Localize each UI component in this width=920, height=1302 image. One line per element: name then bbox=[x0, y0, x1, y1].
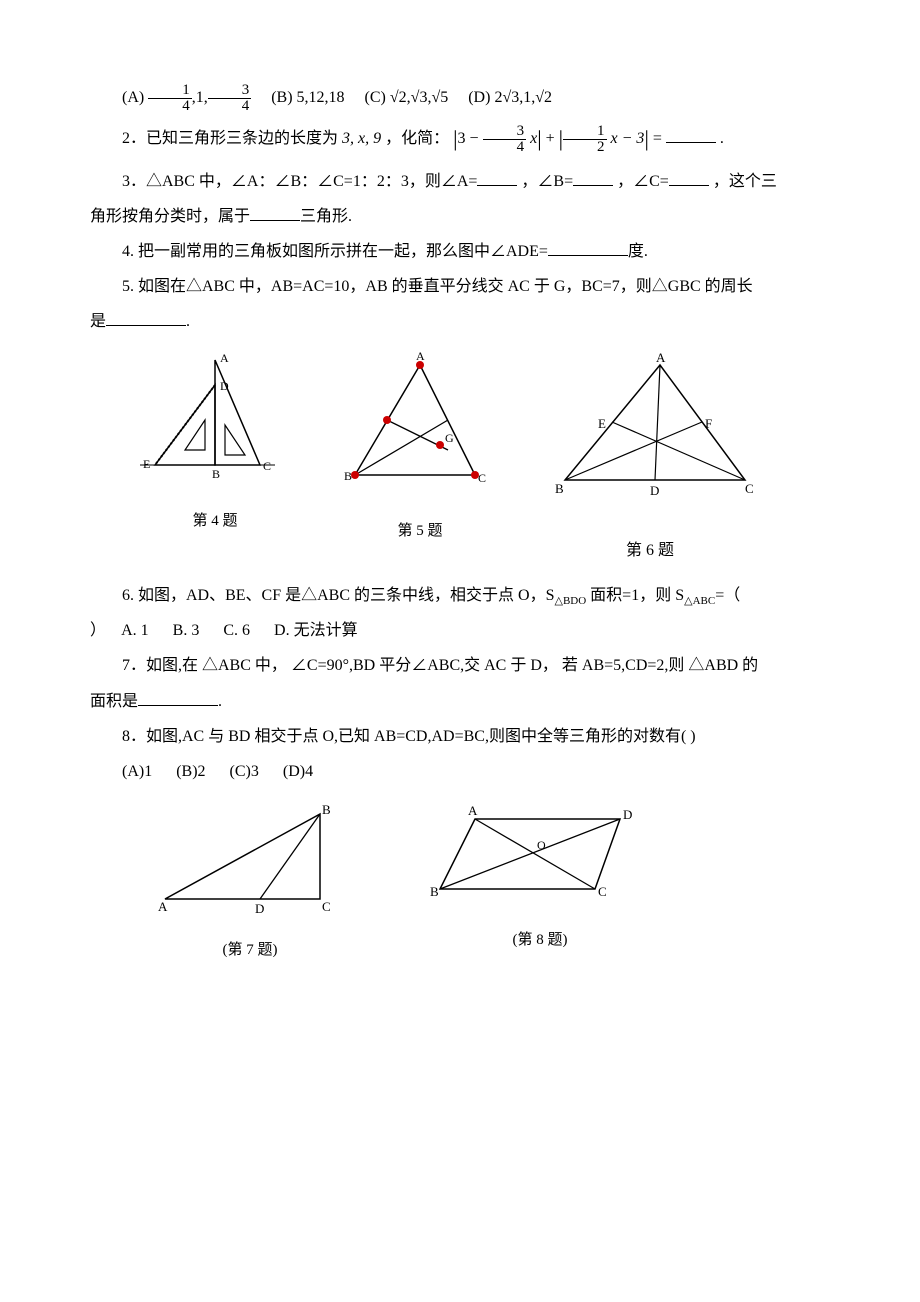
svg-text:A: A bbox=[220, 351, 229, 365]
fig4-caption: 第 4 题 bbox=[130, 505, 300, 538]
q3-blank-A bbox=[477, 169, 517, 186]
fig8-caption: (第 8 题) bbox=[420, 924, 660, 957]
svg-text:A: A bbox=[656, 350, 666, 365]
q6-line2: ） A. 1 B. 3 C. 6 D. 无法计算 bbox=[90, 613, 830, 648]
svg-text:C: C bbox=[322, 899, 331, 914]
q8: 8．如图,AC 与 BD 相交于点 O,已知 AB=CD,AD=BC,则图中全等… bbox=[90, 719, 830, 754]
q3-blank-B bbox=[573, 169, 613, 186]
q1-optD-label: (D) bbox=[468, 89, 490, 106]
fig4: A D E B C 第 4 题 bbox=[130, 350, 300, 538]
q1-options: (A) 14,1,34 (B) 5,12,18 (C) √2,√3,√5 (D)… bbox=[90, 80, 830, 115]
svg-text:C: C bbox=[745, 481, 754, 496]
svg-text:E: E bbox=[143, 457, 150, 471]
q5-line2: 是. bbox=[90, 304, 830, 339]
q1-optB: (B) 5,12,18 bbox=[271, 89, 344, 106]
svg-text:A: A bbox=[468, 803, 478, 818]
q8-opts: (A)1 (B)2 (C)3 (D)4 bbox=[90, 754, 830, 789]
q1-optC-label: (C) bbox=[365, 89, 386, 106]
svg-text:G: G bbox=[445, 431, 454, 445]
fig7-svg: A B C D bbox=[150, 799, 350, 919]
svg-text:C: C bbox=[598, 884, 607, 899]
figures-row-1: A D E B C 第 4 题 A B C G 第 5 题 bbox=[130, 350, 830, 568]
fig6-svg: A B C D E F bbox=[540, 350, 760, 500]
svg-text:A: A bbox=[416, 350, 425, 363]
svg-text:D: D bbox=[255, 901, 264, 916]
svg-text:C: C bbox=[263, 459, 271, 473]
q3-line1: 3．△ABC 中，∠A：∠B：∠C=1：2：3，则∠A= ，∠B= ，∠C= ，… bbox=[90, 164, 830, 199]
fig7: A B C D (第 7 题) bbox=[150, 799, 350, 967]
q1-optA-frac2: 34 bbox=[208, 83, 252, 114]
q2: 2．已知三角形三条边的长度为 3, x, 9 ，化简： |3 − 34 x| +… bbox=[90, 115, 830, 163]
q5-line1: 5. 如图在△ABC 中，AB=AC=10，AB 的垂直平分线交 AC 于 G，… bbox=[90, 269, 830, 304]
fig5-caption: 第 5 题 bbox=[330, 515, 510, 548]
svg-text:B: B bbox=[344, 469, 352, 483]
q3-blank-C bbox=[669, 169, 709, 186]
q4-blank bbox=[548, 239, 628, 256]
q2-blank bbox=[666, 126, 716, 143]
svg-text:B: B bbox=[322, 802, 331, 817]
q7-blank bbox=[138, 689, 218, 706]
fig4-svg: A D E B C bbox=[130, 350, 300, 490]
svg-text:D: D bbox=[623, 807, 632, 822]
fig8-svg: A D B C O bbox=[420, 799, 660, 909]
q7-line2: 面积是. bbox=[90, 684, 830, 719]
q7-line1: 7．如图,在 △ABC 中， ∠C=90°,BD 平分∠ABC,交 AC 于 D… bbox=[90, 648, 830, 683]
fig7-caption: (第 7 题) bbox=[150, 934, 350, 967]
svg-text:B: B bbox=[555, 481, 564, 496]
fig8: A D B C O (第 8 题) bbox=[420, 799, 660, 957]
svg-text:F: F bbox=[705, 416, 712, 431]
q3-line2: 角形按角分类时，属于三角形. bbox=[90, 199, 830, 234]
svg-text:A: A bbox=[158, 899, 168, 914]
svg-text:B: B bbox=[430, 884, 439, 899]
svg-text:D: D bbox=[650, 483, 659, 498]
fig6: A B C D E F 第 6 题 bbox=[540, 350, 760, 568]
svg-text:B: B bbox=[212, 467, 220, 481]
svg-text:O: O bbox=[537, 838, 546, 852]
q6-line1: 6. 如图，AD、BE、CF 是△ABC 的三条中线，相交于点 O，S△BDO … bbox=[90, 578, 830, 613]
svg-text:C: C bbox=[478, 471, 486, 485]
q1-optA-frac1: 14 bbox=[148, 83, 192, 114]
figures-row-2: A B C D (第 7 题) A D B C O (第 8 题) bbox=[150, 799, 830, 967]
q3-blank-type bbox=[250, 204, 300, 221]
q5-blank bbox=[106, 309, 186, 326]
svg-text:E: E bbox=[598, 416, 606, 431]
svg-text:D: D bbox=[220, 379, 229, 393]
q4: 4. 把一副常用的三角板如图所示拼在一起，那么图中∠ADE=度. bbox=[90, 234, 830, 269]
fig6-caption: 第 6 题 bbox=[540, 533, 760, 568]
fig5: A B C G 第 5 题 bbox=[330, 350, 510, 548]
fig5-svg: A B C G bbox=[330, 350, 510, 500]
q1-optA-label: (A) bbox=[122, 89, 144, 106]
